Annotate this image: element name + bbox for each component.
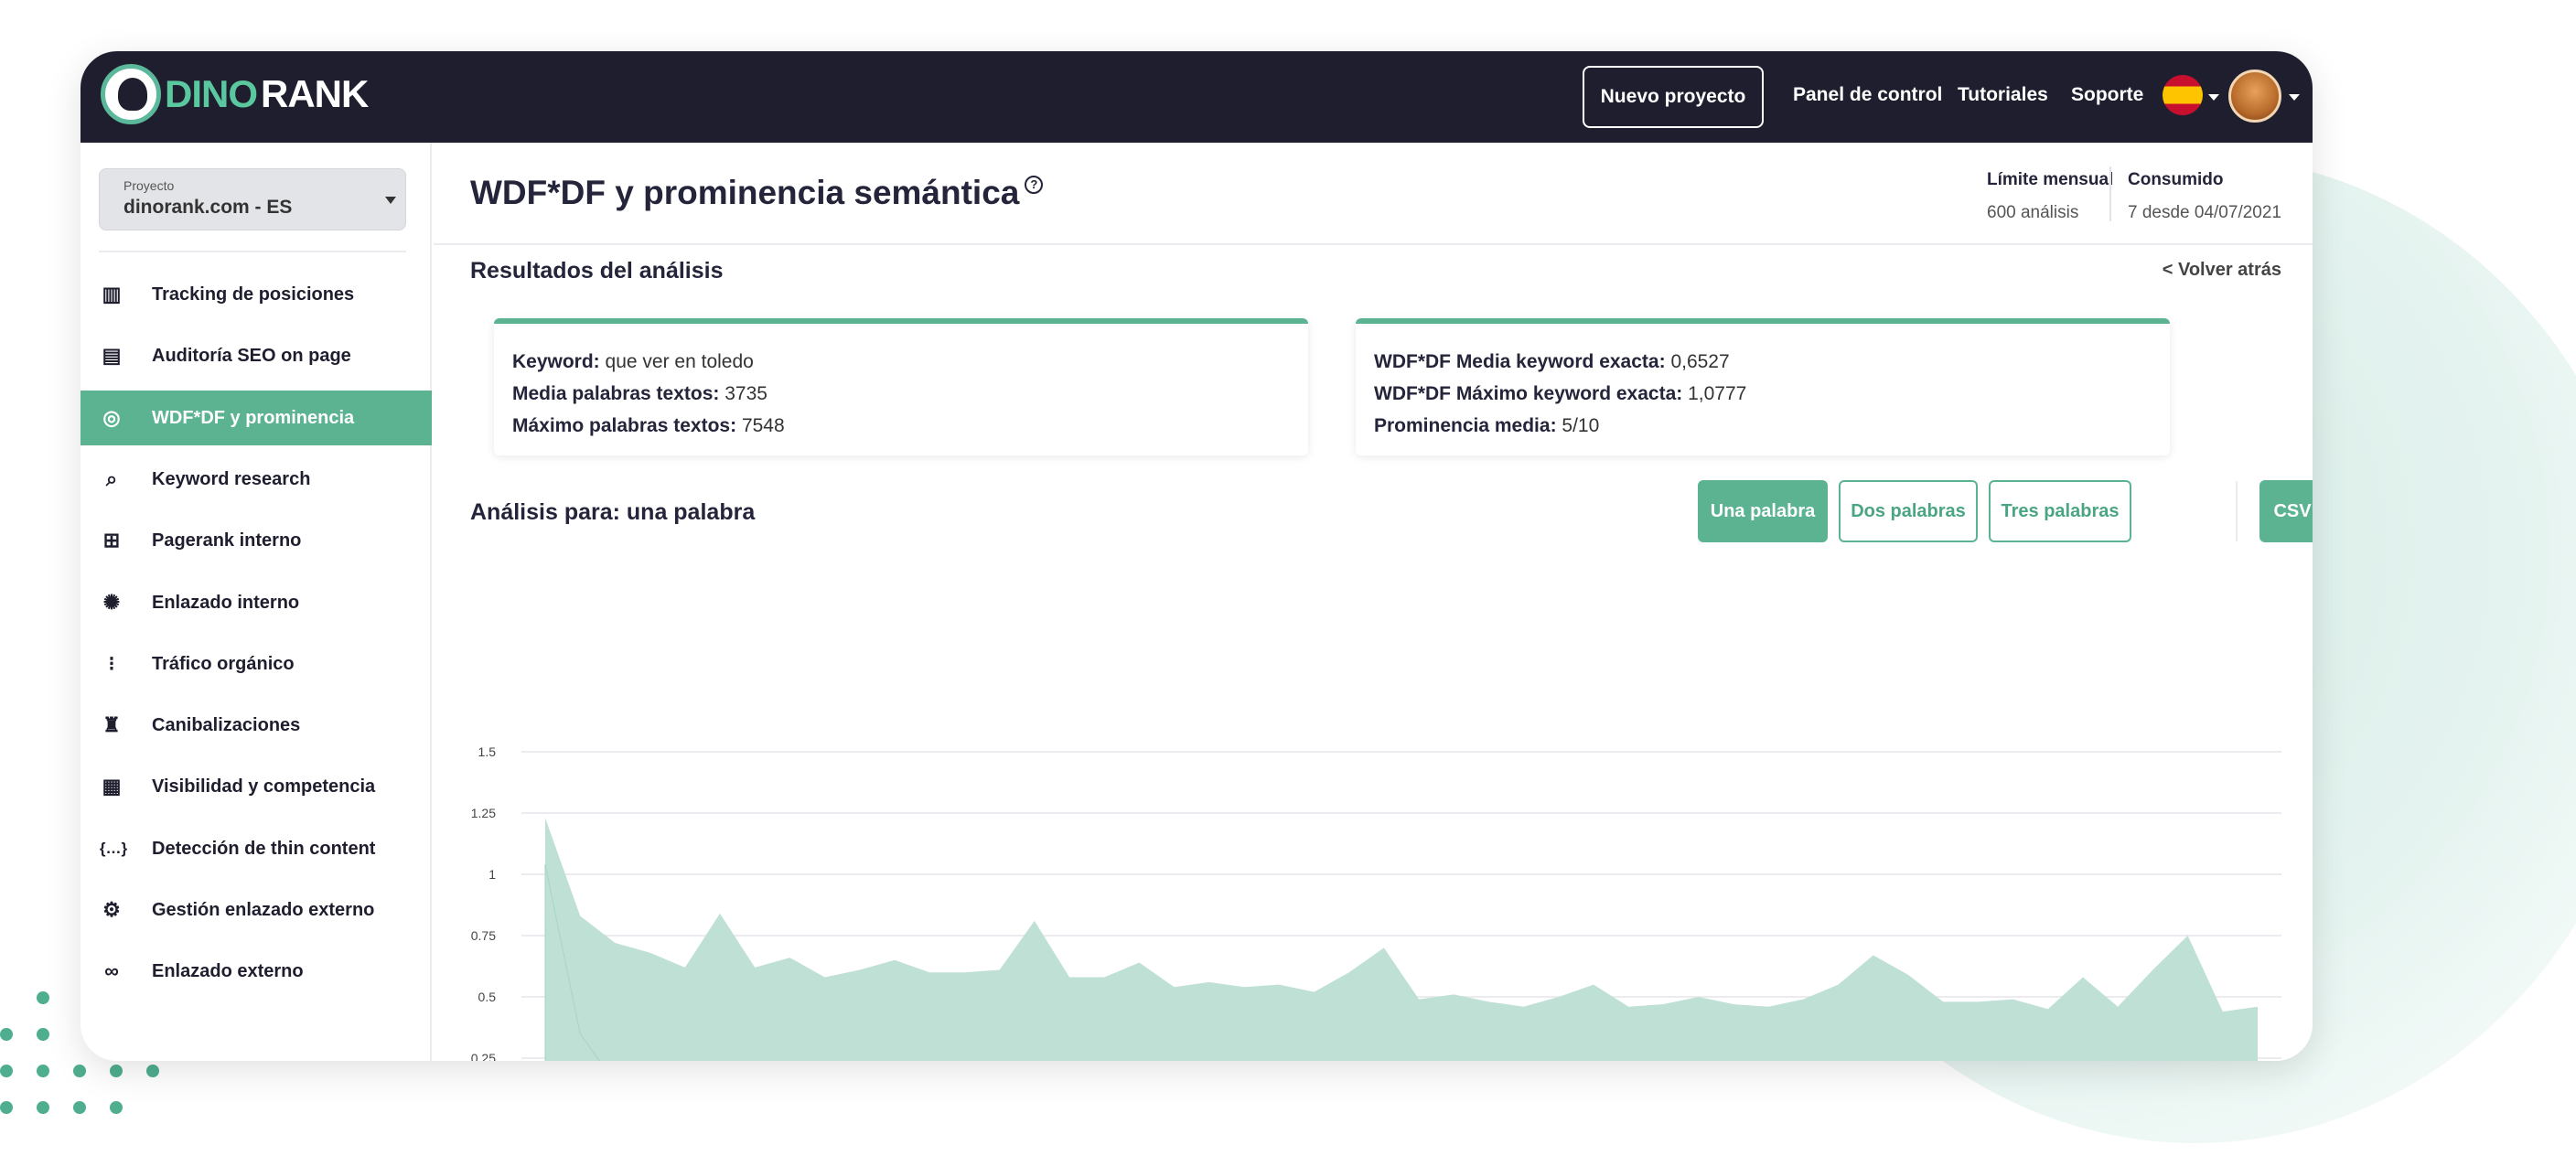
- sidebar-item-label: Pagerank interno: [152, 530, 302, 551]
- sidebar-item-tráfico-orgánico[interactable]: ⁝ Tráfico orgánico: [80, 637, 432, 691]
- braces-icon: {…}: [99, 839, 128, 857]
- user-menu-caret-icon[interactable]: [2289, 94, 2300, 101]
- divider: [99, 251, 406, 252]
- sidebar-item-keyword-research[interactable]: ⌕ Keyword research: [80, 452, 432, 507]
- y-tick-label: 1.25: [471, 806, 496, 820]
- consumed-value: 7 desde 04/07/2021: [2128, 203, 2281, 222]
- y-tick-label: 0.5: [478, 990, 497, 1004]
- wdf-max-row: WDF*DF Máximo keyword exacta: 1,0777: [1374, 383, 1747, 404]
- app-window: DINO RANK Nuevo proyecto Panel de control…: [80, 51, 2313, 1061]
- consumed: Consumido 7 desde 04/07/2021: [2128, 170, 2281, 223]
- sidebar-item-label: Tráfico orgánico: [152, 653, 295, 674]
- traffic-light-icon: ⁝: [108, 651, 115, 675]
- page-title-text: WDF*DF y prominencia semántica: [470, 174, 1020, 211]
- audit-document-icon: ▤: [102, 344, 122, 368]
- nav-soporte[interactable]: Soporte: [2071, 84, 2144, 105]
- sidebar-item-label: Visibilidad y competencia: [152, 776, 376, 797]
- divider: [434, 243, 2313, 245]
- monthly-limit: Límite mensual 600 análisis: [1987, 170, 2113, 223]
- keyword-search-icon: ⌕: [105, 466, 118, 490]
- nav-panel-de-control[interactable]: Panel de control: [1793, 84, 1943, 105]
- sidebar-item-wdf-df-y-prominencia[interactable]: ◎ WDF*DF y prominencia: [80, 390, 432, 445]
- nav-tutoriales[interactable]: Tutoriales: [1958, 84, 2048, 105]
- sitemap-icon: ⊞: [102, 529, 121, 552]
- project-label: Proyecto: [123, 178, 175, 193]
- spain-flag-icon[interactable]: [2163, 75, 2203, 115]
- sidebar-item-label: Enlazado externo: [152, 961, 304, 982]
- media-row: Media palabras textos: 3735: [512, 383, 767, 404]
- sidebar-item-enlazado-interno[interactable]: ✺ Enlazado interno: [80, 575, 432, 630]
- chevron-down-icon: [385, 197, 396, 204]
- target-icon: ◎: [102, 405, 121, 429]
- help-circle-icon[interactable]: ?: [1025, 176, 1044, 194]
- sidebar-item-tracking-de-posiciones[interactable]: ▥ Tracking de posiciones: [80, 267, 432, 322]
- decorative-dots: [0, 969, 183, 1152]
- visibility-doc-icon: ▦: [102, 775, 122, 798]
- dinorank-logo[interactable]: DINO RANK: [101, 64, 369, 124]
- cannibal-icon: ♜: [102, 713, 121, 737]
- sidebar-item-label: Enlazado interno: [152, 592, 300, 613]
- tab-tres-palabras[interactable]: Tres palabras: [1989, 480, 2131, 542]
- divider: [2109, 166, 2111, 221]
- sidebar-item-canibalizaciones[interactable]: ♜ Canibalizaciones: [80, 698, 432, 753]
- brand-part1: DINO: [165, 72, 258, 115]
- y-tick-label: 1: [488, 867, 496, 882]
- network-icon: ✺: [102, 590, 121, 614]
- tab-dos-palabras[interactable]: Dos palabras: [1839, 480, 1978, 542]
- dino-logo-icon: [101, 64, 161, 124]
- keyword-summary-card: Keyword: que ver en toledo Media palabra…: [494, 318, 1308, 455]
- sidebar-item-label: WDF*DF y prominencia: [152, 407, 355, 428]
- link-gear-icon: ⚙: [102, 898, 121, 921]
- sidebar-item-label: Canibalizaciones: [152, 715, 301, 736]
- sidebar: Proyecto dinorank.com - ES ▥ Tracking de …: [80, 143, 432, 1061]
- main-content: WDF*DF y prominencia semántica? Límite m…: [434, 143, 2313, 1061]
- sidebar-item-label: Tracking de posiciones: [152, 284, 355, 305]
- sidebar-item-auditoría-seo-on-page[interactable]: ▤ Auditoría SEO on page: [80, 328, 432, 383]
- y-tick-label: 1.5: [478, 744, 497, 759]
- max-row: Máximo palabras textos: 7548: [512, 415, 785, 436]
- divider: [2236, 481, 2238, 541]
- series-area-lower: [544, 864, 601, 1061]
- series-area-upper: [545, 818, 2258, 1061]
- bar-chart-icon: ▥: [102, 283, 122, 305]
- sidebar-item-label: Auditoría SEO on page: [152, 346, 351, 367]
- sidebar-item-label: Keyword research: [152, 468, 311, 489]
- csv-label: CSV: [2273, 500, 2312, 521]
- sidebar-item-gestión-enlazado-externo[interactable]: ⚙ Gestión enlazado externo: [80, 883, 432, 937]
- sidebar-item-pagerank-interno[interactable]: ⊞ Pagerank interno: [80, 513, 432, 568]
- page-title: WDF*DF y prominencia semántica?: [470, 174, 1044, 212]
- prominence-row: Prominencia media: 5/10: [1374, 415, 1600, 436]
- back-link[interactable]: < Volver atrás: [2162, 260, 2281, 280]
- new-project-button[interactable]: Nuevo proyecto: [1583, 66, 1764, 128]
- project-selector[interactable]: Proyecto dinorank.com - ES: [99, 168, 406, 230]
- limit-value: 600 análisis: [1987, 203, 2079, 222]
- results-title: Resultados del análisis: [470, 258, 724, 284]
- analysis-title: Análisis para: una palabra: [470, 499, 756, 525]
- keyword-row: Keyword: que ver en toledo: [512, 351, 754, 372]
- brand-part2: RANK: [261, 72, 369, 115]
- sidebar-item-enlazado-externo[interactable]: ∞ Enlazado externo: [80, 944, 432, 999]
- y-tick-label: 0.25: [471, 1051, 496, 1061]
- link-icon: ∞: [104, 959, 119, 983]
- wdf-summary-card: WDF*DF Media keyword exacta: 0,6527 WDF*…: [1356, 318, 2170, 455]
- tab-una-palabra[interactable]: Una palabra: [1698, 480, 1828, 542]
- language-caret-icon[interactable]: [2208, 94, 2219, 101]
- wdf-media-row: WDF*DF Media keyword exacta: 0,6527: [1374, 351, 1730, 372]
- top-navbar: DINO RANK Nuevo proyecto Panel de control…: [80, 51, 2313, 143]
- consumed-label: Consumido: [2128, 170, 2224, 189]
- sidebar-item-label: Gestión enlazado externo: [152, 900, 375, 920]
- y-tick-label: 0.75: [471, 928, 496, 943]
- sidebar-item-detección-de-thin-content[interactable]: {…} Detección de thin content: [80, 821, 432, 876]
- user-avatar[interactable]: [2228, 70, 2281, 123]
- csv-download-button[interactable]: CSV: [2259, 480, 2313, 542]
- limit-label: Límite mensual: [1987, 170, 2114, 189]
- project-value: dinorank.com - ES: [123, 197, 293, 218]
- sidebar-item-visibilidad-y-competencia[interactable]: ▦ Visibilidad y competencia: [80, 759, 432, 814]
- sidebar-item-label: Detección de thin content: [152, 838, 376, 859]
